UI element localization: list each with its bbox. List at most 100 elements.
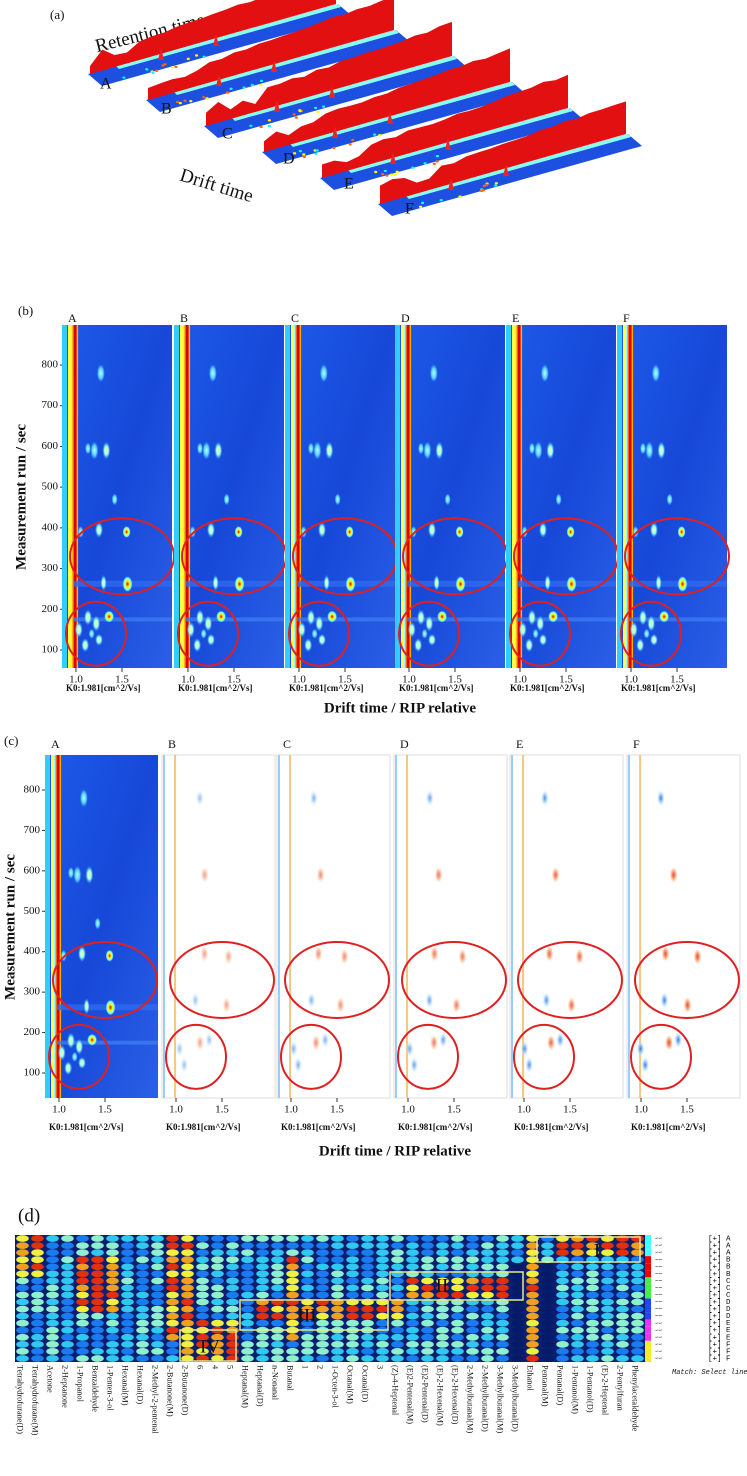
fingerprint-cell: [196, 1263, 209, 1271]
sample-icon: ∽∽: [655, 1270, 663, 1277]
fingerprint-cell: [166, 1298, 179, 1306]
compound-label: 4: [211, 1365, 220, 1370]
peak: [267, 124, 271, 128]
difference-spot: [525, 1056, 534, 1073]
fingerprint-cell: [46, 1249, 59, 1257]
fingerprint-cell: [601, 1333, 614, 1341]
fingerprint-cell: [511, 1235, 524, 1242]
fingerprint-cell: [436, 1340, 449, 1348]
signal-spot: [195, 609, 204, 626]
fingerprint-cell: [511, 1256, 524, 1264]
difference-spot: [180, 1056, 189, 1073]
fingerprint-cell: [271, 1305, 284, 1313]
fingerprint-cell: [391, 1277, 404, 1285]
fingerprint-cell: [346, 1284, 359, 1292]
difference-spot: [669, 866, 678, 883]
fingerprint-cell: [136, 1312, 149, 1320]
fingerprint-cell: [286, 1312, 299, 1320]
signal-spot: [96, 364, 105, 383]
baseline-band: [180, 325, 183, 668]
fingerprint-cell: [601, 1270, 614, 1278]
fingerprint-cell: [61, 1340, 74, 1348]
fingerprint-cell: [481, 1326, 494, 1334]
highlight-ellipse: [280, 1023, 342, 1090]
fingerprint-cell: [151, 1284, 164, 1292]
fingerprint-cell: [586, 1242, 599, 1249]
peak: [435, 154, 439, 158]
fingerprint-cell: [526, 1270, 539, 1278]
fingerprint-cell: [211, 1298, 224, 1306]
rip-line: [56, 755, 60, 1098]
fingerprint-cell: [481, 1256, 494, 1264]
sample-strip: [645, 1235, 651, 1243]
peak: [161, 64, 165, 67]
panel-label: (c): [4, 733, 18, 748]
region-box: [179, 1329, 237, 1362]
fingerprint-cell: [211, 1270, 224, 1278]
fingerprint-cell: [466, 1355, 479, 1362]
peak: [316, 110, 320, 114]
signal-spot: [102, 441, 111, 460]
fingerprint-cell: [196, 1305, 209, 1313]
baseline-band: [628, 755, 630, 1098]
sample-strip: [645, 1277, 651, 1285]
compound-label: Ethanol: [526, 1365, 535, 1392]
compound-label: 3: [376, 1365, 385, 1369]
peak: [351, 138, 355, 142]
fingerprint-cell: [256, 1284, 269, 1292]
baseline-band: [395, 325, 400, 668]
fingerprint-cell: [466, 1263, 479, 1271]
fingerprint-cell: [31, 1263, 44, 1271]
row-label: [+] A: [708, 1243, 731, 1251]
fingerprint-cell: [346, 1249, 359, 1257]
signal-spot: [208, 364, 217, 383]
rip-band: [348, 108, 573, 173]
fingerprint-cell: [286, 1348, 299, 1355]
fingerprint-cell: [541, 1319, 554, 1327]
fingerprint-cell: [601, 1312, 614, 1320]
fingerprint-cell: [226, 1340, 239, 1348]
signal-spot: [83, 998, 90, 1015]
fingerprint-cell: [436, 1242, 449, 1249]
difference-spot: [425, 790, 434, 807]
fingerprint-cell: [46, 1284, 59, 1292]
fingerprint-cell: [511, 1333, 524, 1341]
match-note: Match: Select line: [672, 1369, 747, 1377]
fingerprint-cell: [631, 1263, 644, 1271]
signal-spot: [207, 633, 215, 646]
compound-label: Hexanal(M): [121, 1365, 130, 1406]
compound-label: Octanal(M): [346, 1365, 355, 1404]
signal-spot: [196, 442, 203, 455]
fingerprint-cell: [361, 1333, 374, 1341]
fingerprint-cell: [451, 1235, 464, 1242]
difference-spot: [195, 790, 204, 807]
row-label: [+] B: [708, 1271, 731, 1279]
fingerprint-cell: [286, 1355, 299, 1362]
peak: [183, 99, 187, 102]
fingerprint-cell: [526, 1333, 539, 1341]
sample-icon: ∽∽: [655, 1313, 663, 1320]
signal-spot: [216, 610, 227, 623]
signal-spot: [345, 576, 356, 593]
fingerprint-cell: [631, 1340, 644, 1348]
fingerprint-cell: [61, 1333, 74, 1341]
baseline-band: [623, 325, 626, 668]
signal-spot: [325, 441, 334, 460]
fingerprint-cell: [256, 1312, 269, 1320]
fingerprint-cell: [31, 1242, 44, 1249]
x-axis-label: Drift time / RIP relative: [324, 700, 477, 716]
x-unit: K0:1.981[cm^2/Vs]: [166, 1122, 240, 1132]
peak: [145, 68, 149, 71]
panel-label: (d): [18, 1205, 40, 1226]
fingerprint-cell: [46, 1291, 59, 1299]
fingerprint-cell: [421, 1326, 434, 1334]
compound-label: 2-Butanone(M): [166, 1365, 175, 1417]
fingerprint-cell: [181, 1242, 194, 1249]
fingerprint-cell: [151, 1249, 164, 1257]
signal-spot: [421, 628, 428, 639]
fingerprint-cell: [481, 1291, 494, 1299]
fingerprint-cell: [391, 1242, 404, 1249]
fingerprint-cell: [526, 1348, 539, 1355]
fingerprint-cell: [211, 1263, 224, 1271]
peak: [202, 96, 206, 99]
